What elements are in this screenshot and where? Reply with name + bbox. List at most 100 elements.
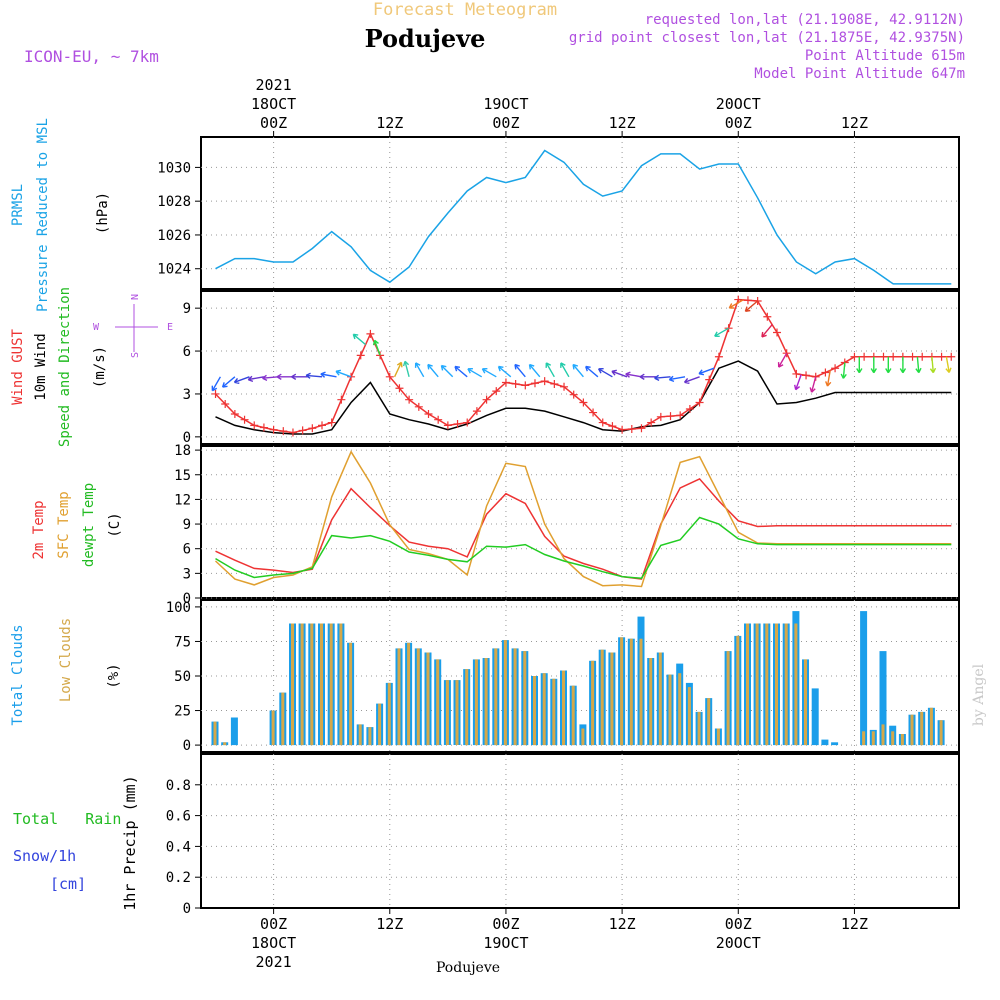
location-title: Podujeve (365, 24, 486, 53)
low-cloud-bar (300, 623, 304, 746)
y-tick-label: 0 (183, 430, 191, 446)
low-cloud-bar (387, 682, 391, 746)
wind-arrow (625, 371, 642, 378)
wind-arrow (262, 374, 279, 382)
y-tick-label: 50 (174, 669, 191, 685)
low-cloud-bar (465, 669, 469, 746)
wind-arrow (840, 362, 847, 379)
gust-marker (521, 381, 530, 390)
low-cloud-bar (678, 673, 682, 746)
gust-marker (676, 411, 685, 420)
wind-arrow (276, 373, 293, 380)
low-cloud-bar (378, 703, 382, 746)
temp-unit: (C) (107, 512, 123, 537)
y-tick-label: 0.8 (166, 778, 191, 794)
wind-arrow (414, 362, 425, 378)
gust-marker (298, 426, 307, 435)
gust-marker (763, 312, 772, 321)
y-tick-label: 1028 (157, 194, 191, 210)
precip-labels: Total Rain Snow/1h [cm] 1hr Precip (mm) (13, 775, 139, 910)
time-tick-label: 00Z (725, 114, 752, 132)
gust-marker (889, 352, 898, 361)
low-cloud-bar (281, 692, 285, 746)
low-cloud-bar (794, 623, 798, 746)
y-tick-label: 0 (183, 591, 191, 607)
y-tick-label: 0.6 (166, 809, 191, 825)
low-cloud-bar (900, 734, 904, 746)
low-cloud-bar (881, 724, 885, 746)
low-cloud-bar (320, 623, 323, 746)
wind-arrow (639, 373, 656, 380)
footer-location: Podujeve (436, 960, 500, 976)
snow-label: Snow/1h (13, 847, 76, 865)
wind-dir-label: Speed and Direction (57, 287, 73, 447)
temperature-labels: 2m Temp SFC Temp dewpt Temp (C) (31, 483, 123, 567)
low-cloud-bar (436, 659, 440, 746)
low-cloud-bar (920, 711, 924, 746)
gust-marker (560, 382, 569, 391)
gust-marker (540, 377, 549, 386)
gust-marker (453, 419, 462, 428)
wind-arrow (585, 365, 599, 378)
gust-marker (366, 329, 375, 338)
time-tick-label: 00Z (260, 114, 287, 132)
low-cloud-bar (571, 685, 575, 746)
sfc-temp-line (214, 450, 952, 588)
wind-arrow (233, 376, 250, 384)
total-cloud-bar (811, 688, 819, 746)
wind-arrow (291, 373, 308, 380)
dewpt-line (215, 516, 952, 580)
gust-marker (908, 352, 917, 361)
gust-marker (327, 418, 336, 427)
time-tick-label: 12Z (609, 915, 636, 933)
total-cloud-bar (860, 611, 868, 746)
wind-arrow (683, 376, 700, 384)
low-cloud-bar (871, 731, 875, 746)
gust-marker (695, 398, 704, 407)
gust-marker (811, 372, 820, 381)
y-tick-label: 75 (174, 634, 191, 650)
gust-marker (385, 372, 394, 381)
gust-marker (443, 421, 452, 430)
low-cloud-bar (891, 731, 895, 746)
gust-marker (656, 412, 665, 421)
temp-sfc-label: SFC Temp (56, 491, 72, 558)
total-cloud-bar (831, 742, 839, 746)
low-cloud-bar (639, 638, 643, 746)
wind-arrow (668, 375, 686, 383)
gust-marker (947, 352, 956, 361)
gust-marker (743, 296, 752, 305)
wind-10m-line (215, 360, 952, 435)
gust-marker (792, 369, 801, 378)
low-cloud-bar (600, 649, 604, 745)
low-cloud-bar (775, 623, 778, 746)
y-tick-label: 1024 (157, 262, 191, 278)
gust-marker (598, 418, 607, 427)
low-cloud-bar (494, 648, 498, 746)
y-tick-label: 1030 (157, 160, 191, 176)
y-tick-label: 0 (183, 901, 191, 917)
wind-arrow (856, 356, 863, 374)
wind-arrow (714, 327, 729, 337)
gust-marker (714, 352, 723, 361)
low-cloud-bar (223, 742, 227, 746)
low-cloud-bar (407, 642, 411, 746)
wind-labels: Wind GUST 10m Wind Speed and Direction (… (10, 287, 173, 447)
gust-marker (230, 409, 239, 418)
wind-arrow (211, 376, 222, 392)
gust-marker (773, 328, 782, 337)
low-cloud-bar (513, 648, 517, 746)
wind-arrow (335, 369, 352, 378)
gust-marker (395, 384, 404, 393)
y-tick-label: 0.2 (166, 870, 191, 886)
time-tick-label: 20OCT (716, 95, 761, 113)
low-cloud-bar (416, 648, 420, 746)
cloud-unit: (%) (106, 663, 122, 688)
low-cloud-bar (397, 648, 401, 746)
gust-marker (250, 421, 259, 430)
wind-arrow (761, 324, 773, 338)
wind-arrow (305, 372, 323, 379)
gust-marker (705, 375, 714, 384)
